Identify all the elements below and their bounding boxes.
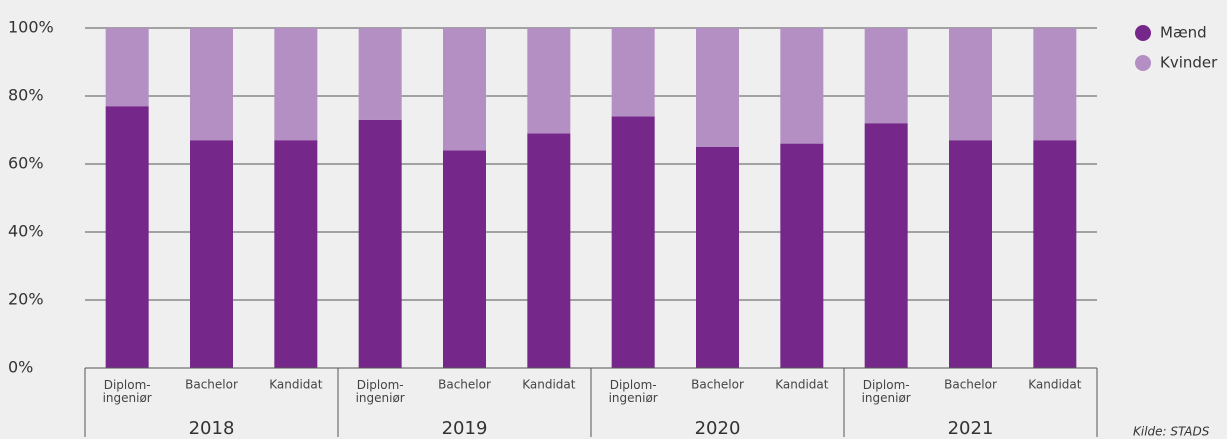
x-tick-label: Kandidat (775, 378, 829, 392)
y-tick-label: 20% (8, 290, 44, 309)
x-tick-label: Bachelor (438, 378, 491, 392)
bar-segment (949, 140, 992, 368)
x-tick-label: Diplom-ingeniør (103, 378, 152, 405)
y-tick-label: 80% (8, 86, 44, 105)
y-tick-label: 40% (8, 222, 44, 241)
group-label: 2020 (695, 418, 741, 439)
source: Kilde: STADS (1133, 425, 1210, 439)
bar-segment (527, 133, 571, 368)
bar-segment (190, 140, 233, 368)
grid (85, 27, 1097, 369)
x-tick-label: Diplom-ingeniør (356, 378, 405, 405)
legend-marker (1135, 55, 1151, 71)
y-tick-label: 60% (8, 154, 44, 173)
bar-segment (696, 28, 739, 147)
y-tick-label: 100% (8, 18, 54, 37)
bar-segment (1033, 140, 1077, 368)
group-label: 2021 (948, 418, 994, 439)
bar-segment (274, 28, 318, 141)
bar-segment (105, 28, 149, 107)
x-tick-label: Bachelor (944, 378, 997, 392)
bar-segment (527, 28, 571, 134)
bar-segment (780, 143, 824, 368)
x-tick-label: Diplom-ingeniør (862, 378, 911, 405)
group-label: 2018 (189, 418, 235, 439)
legend-label: Mænd (1160, 24, 1207, 42)
x-tick-label: Kandidat (1028, 378, 1082, 392)
x-tick-label: Kandidat (522, 378, 576, 392)
bar-segment (358, 119, 402, 368)
bar-segment (696, 147, 739, 368)
bar-segment (611, 28, 655, 117)
x-tick-label: Kandidat (269, 378, 323, 392)
bar-segment (274, 140, 318, 368)
bar-segment (611, 116, 655, 369)
bar-segment (780, 28, 824, 144)
bar-segment (864, 123, 908, 368)
group-label: 2019 (442, 418, 488, 439)
x-tick-label: Bachelor (185, 378, 238, 392)
bar-segment (190, 28, 233, 141)
x-tick-label: Diplom-ingeniør (609, 378, 658, 405)
bar-segment (443, 28, 486, 151)
legend-label: Kvinder (1160, 54, 1218, 72)
legend-marker (1135, 25, 1151, 41)
x-tick-label: Bachelor (691, 378, 744, 392)
bar-segment (358, 28, 402, 120)
bar-segment (949, 28, 992, 141)
bar-segment (443, 150, 486, 368)
bar-segment (1033, 28, 1077, 141)
bar-segment (864, 28, 908, 124)
bar-segment (105, 106, 149, 368)
y-tick-label: 0% (8, 358, 33, 377)
